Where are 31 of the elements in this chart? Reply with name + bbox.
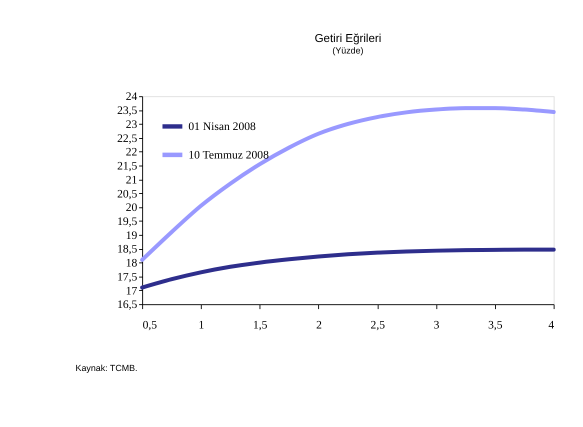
- line-series: [140, 106, 556, 262]
- y-tick-label: 19: [126, 230, 138, 242]
- y-tick-label: 23: [126, 118, 138, 131]
- y-tick-label: 18: [126, 258, 138, 270]
- x-tick-label: 4: [548, 320, 554, 332]
- y-tick-label: 22: [126, 146, 138, 159]
- chart-subtitle: (Yüzde): [332, 46, 364, 56]
- y-tick-label: 19,5: [117, 216, 138, 228]
- y-tick-label: 23,5: [117, 105, 138, 118]
- x-tick-label: 1,5: [252, 320, 268, 332]
- x-tick-label: 2: [316, 320, 322, 332]
- x-tick-label: 2,5: [370, 320, 386, 332]
- legend-label: 01 Nisan 2008: [188, 121, 256, 134]
- y-tick-label: 16,5: [117, 299, 138, 312]
- y-tick-label: 20: [126, 202, 138, 214]
- x-tick-label: 0,5: [142, 320, 158, 332]
- y-tick-label: 20,5: [117, 188, 138, 200]
- x-tick-label: 3,5: [488, 320, 503, 332]
- x-tick-label: 1: [198, 320, 205, 332]
- x-tick-label: 3: [434, 320, 440, 332]
- y-tick-label: 18,5: [117, 244, 138, 256]
- text: Kaynak: TCMB.: [76, 362, 138, 373]
- y-tick-label: 21,5: [117, 160, 138, 173]
- y-tick-label: 17,5: [117, 271, 138, 284]
- chart-title: Getiri Eğrileri: [314, 33, 382, 46]
- y-tick-label: 22,5: [117, 132, 138, 145]
- y-tick-label: 21: [126, 174, 138, 186]
- y-tick-label: 17: [126, 285, 138, 298]
- line-series: [140, 248, 556, 290]
- legend-label: 10 Temmuz 2008: [188, 149, 270, 162]
- y-tick-label: 24: [126, 91, 138, 104]
